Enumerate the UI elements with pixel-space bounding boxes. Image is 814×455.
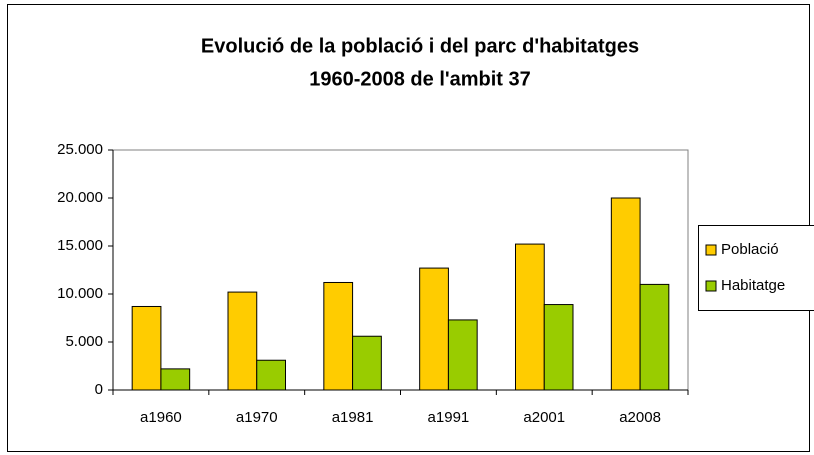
bar — [610, 197, 641, 391]
bar — [256, 359, 286, 391]
y-tick-label: 20.000 — [57, 189, 103, 206]
x-tick-label: a2001 — [523, 409, 565, 426]
legend-label: Població — [721, 241, 779, 258]
x-tick-label: a1960 — [140, 409, 182, 426]
y-tick-label: 5.000 — [65, 333, 103, 350]
x-tick-label: a1981 — [332, 409, 374, 426]
bar — [543, 304, 574, 391]
legend-box — [698, 225, 814, 311]
bar — [447, 319, 478, 391]
plot-area — [112, 149, 689, 391]
legend-swatch — [705, 280, 717, 292]
bar — [515, 243, 545, 391]
bar — [323, 281, 354, 391]
chart-title: 1960-2008 de l'ambit 37 — [309, 68, 531, 90]
x-tick-label: a2008 — [619, 409, 661, 426]
y-tick-label: 25.000 — [57, 141, 103, 158]
y-tick-label: 0 — [95, 381, 103, 398]
chart-title: Evolució de la població i del parc d'hab… — [201, 35, 639, 57]
bar — [131, 305, 162, 391]
bar — [419, 267, 449, 391]
x-tick-label: a1970 — [236, 409, 278, 426]
bar — [227, 291, 258, 391]
legend-label: Habitatge — [721, 277, 785, 294]
bar — [352, 335, 382, 391]
bar — [639, 283, 670, 391]
x-tick-label: a1991 — [428, 409, 470, 426]
y-tick-label: 10.000 — [57, 285, 103, 302]
legend-swatch — [705, 244, 717, 256]
y-tick-label: 15.000 — [57, 237, 103, 254]
bar — [160, 368, 191, 391]
